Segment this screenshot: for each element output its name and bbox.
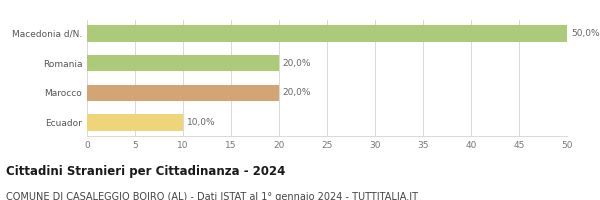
Text: 20,0%: 20,0% [283,59,311,68]
Text: 50,0%: 50,0% [571,29,599,38]
Bar [87,85,279,101]
Text: 10,0%: 10,0% [187,118,215,127]
Bar [87,114,183,131]
Text: 20,0%: 20,0% [283,88,311,97]
Bar [87,55,279,71]
Bar [87,25,567,42]
Text: COMUNE DI CASALEGGIO BOIRO (AL) - Dati ISTAT al 1° gennaio 2024 - TUTTITALIA.IT: COMUNE DI CASALEGGIO BOIRO (AL) - Dati I… [6,192,418,200]
Text: Cittadini Stranieri per Cittadinanza - 2024: Cittadini Stranieri per Cittadinanza - 2… [6,165,286,178]
